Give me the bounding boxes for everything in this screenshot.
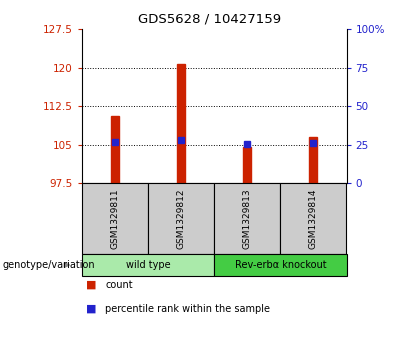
- Text: GSM1329814: GSM1329814: [309, 188, 318, 249]
- Text: ■: ■: [86, 303, 97, 314]
- Text: GSM1329811: GSM1329811: [110, 188, 119, 249]
- Text: wild type: wild type: [126, 260, 171, 270]
- Bar: [177, 64, 185, 183]
- Bar: [111, 117, 119, 183]
- Text: count: count: [105, 280, 133, 290]
- Text: genotype/variation: genotype/variation: [2, 260, 95, 270]
- Bar: [243, 147, 251, 183]
- Text: ■: ■: [86, 280, 97, 290]
- Text: Rev-erbα knockout: Rev-erbα knockout: [234, 260, 326, 270]
- Text: GSM1329812: GSM1329812: [177, 188, 186, 249]
- Text: percentile rank within the sample: percentile rank within the sample: [105, 303, 270, 314]
- Text: GDS5628 / 10427159: GDS5628 / 10427159: [139, 13, 281, 26]
- Text: GSM1329813: GSM1329813: [243, 188, 252, 249]
- Bar: [310, 137, 318, 183]
